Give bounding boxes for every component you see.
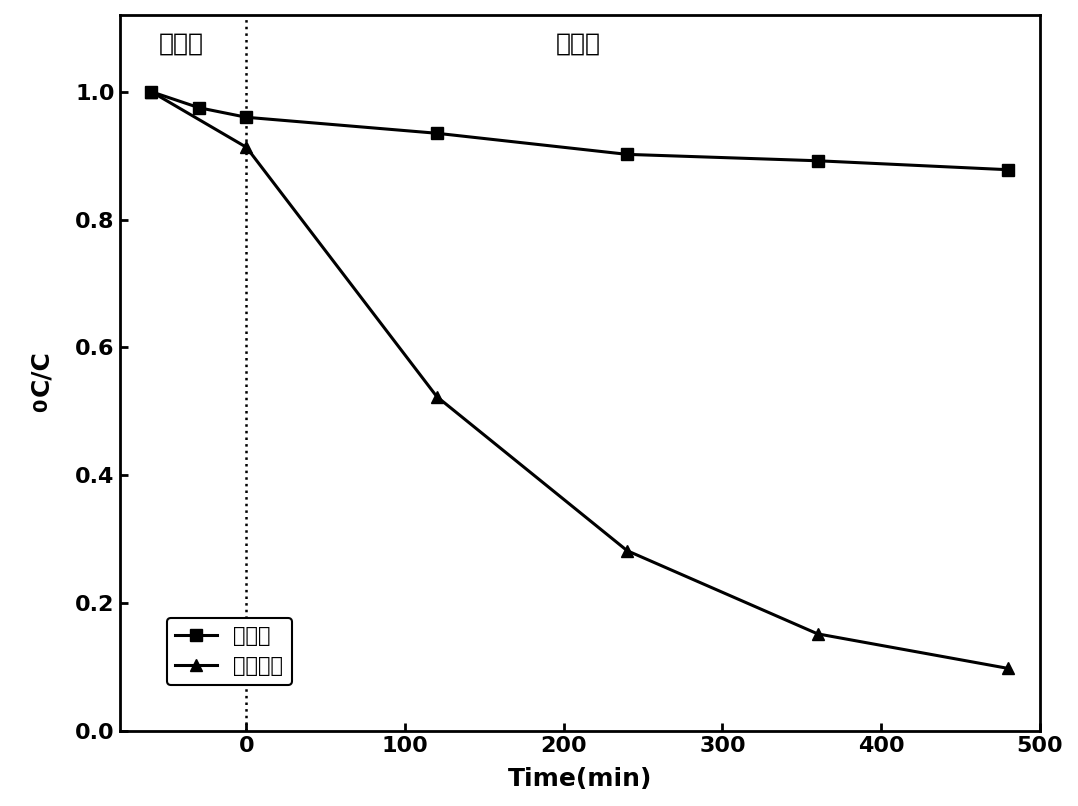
Text: 暗反应: 暗反应 bbox=[160, 31, 204, 56]
Text: 0: 0 bbox=[32, 398, 51, 412]
X-axis label: Time(min): Time(min) bbox=[508, 767, 652, 791]
空白样 bbox=[193, 103, 206, 113]
Text: 光反应: 光反应 bbox=[556, 31, 600, 56]
Text: C/C: C/C bbox=[29, 350, 54, 396]
空白样 bbox=[1001, 165, 1014, 175]
陶瓷瘁层 bbox=[811, 629, 824, 638]
空白样 bbox=[621, 150, 634, 160]
空白样 bbox=[240, 113, 253, 123]
Line: 陶瓷瘁层: 陶瓷瘁层 bbox=[146, 85, 1014, 675]
陶瓷瘁层 bbox=[430, 392, 443, 401]
Legend: 空白样, 陶瓷瘁层: 空白样, 陶瓷瘁层 bbox=[167, 617, 292, 685]
Line: 空白样: 空白样 bbox=[146, 85, 1014, 176]
陶瓷瘁层 bbox=[621, 546, 634, 555]
空白样 bbox=[430, 128, 443, 138]
空白样 bbox=[144, 87, 157, 97]
陶瓷瘁层 bbox=[144, 87, 157, 97]
陶瓷瘁层 bbox=[240, 143, 253, 152]
空白样 bbox=[811, 156, 824, 165]
陶瓷瘁层 bbox=[1001, 663, 1014, 673]
